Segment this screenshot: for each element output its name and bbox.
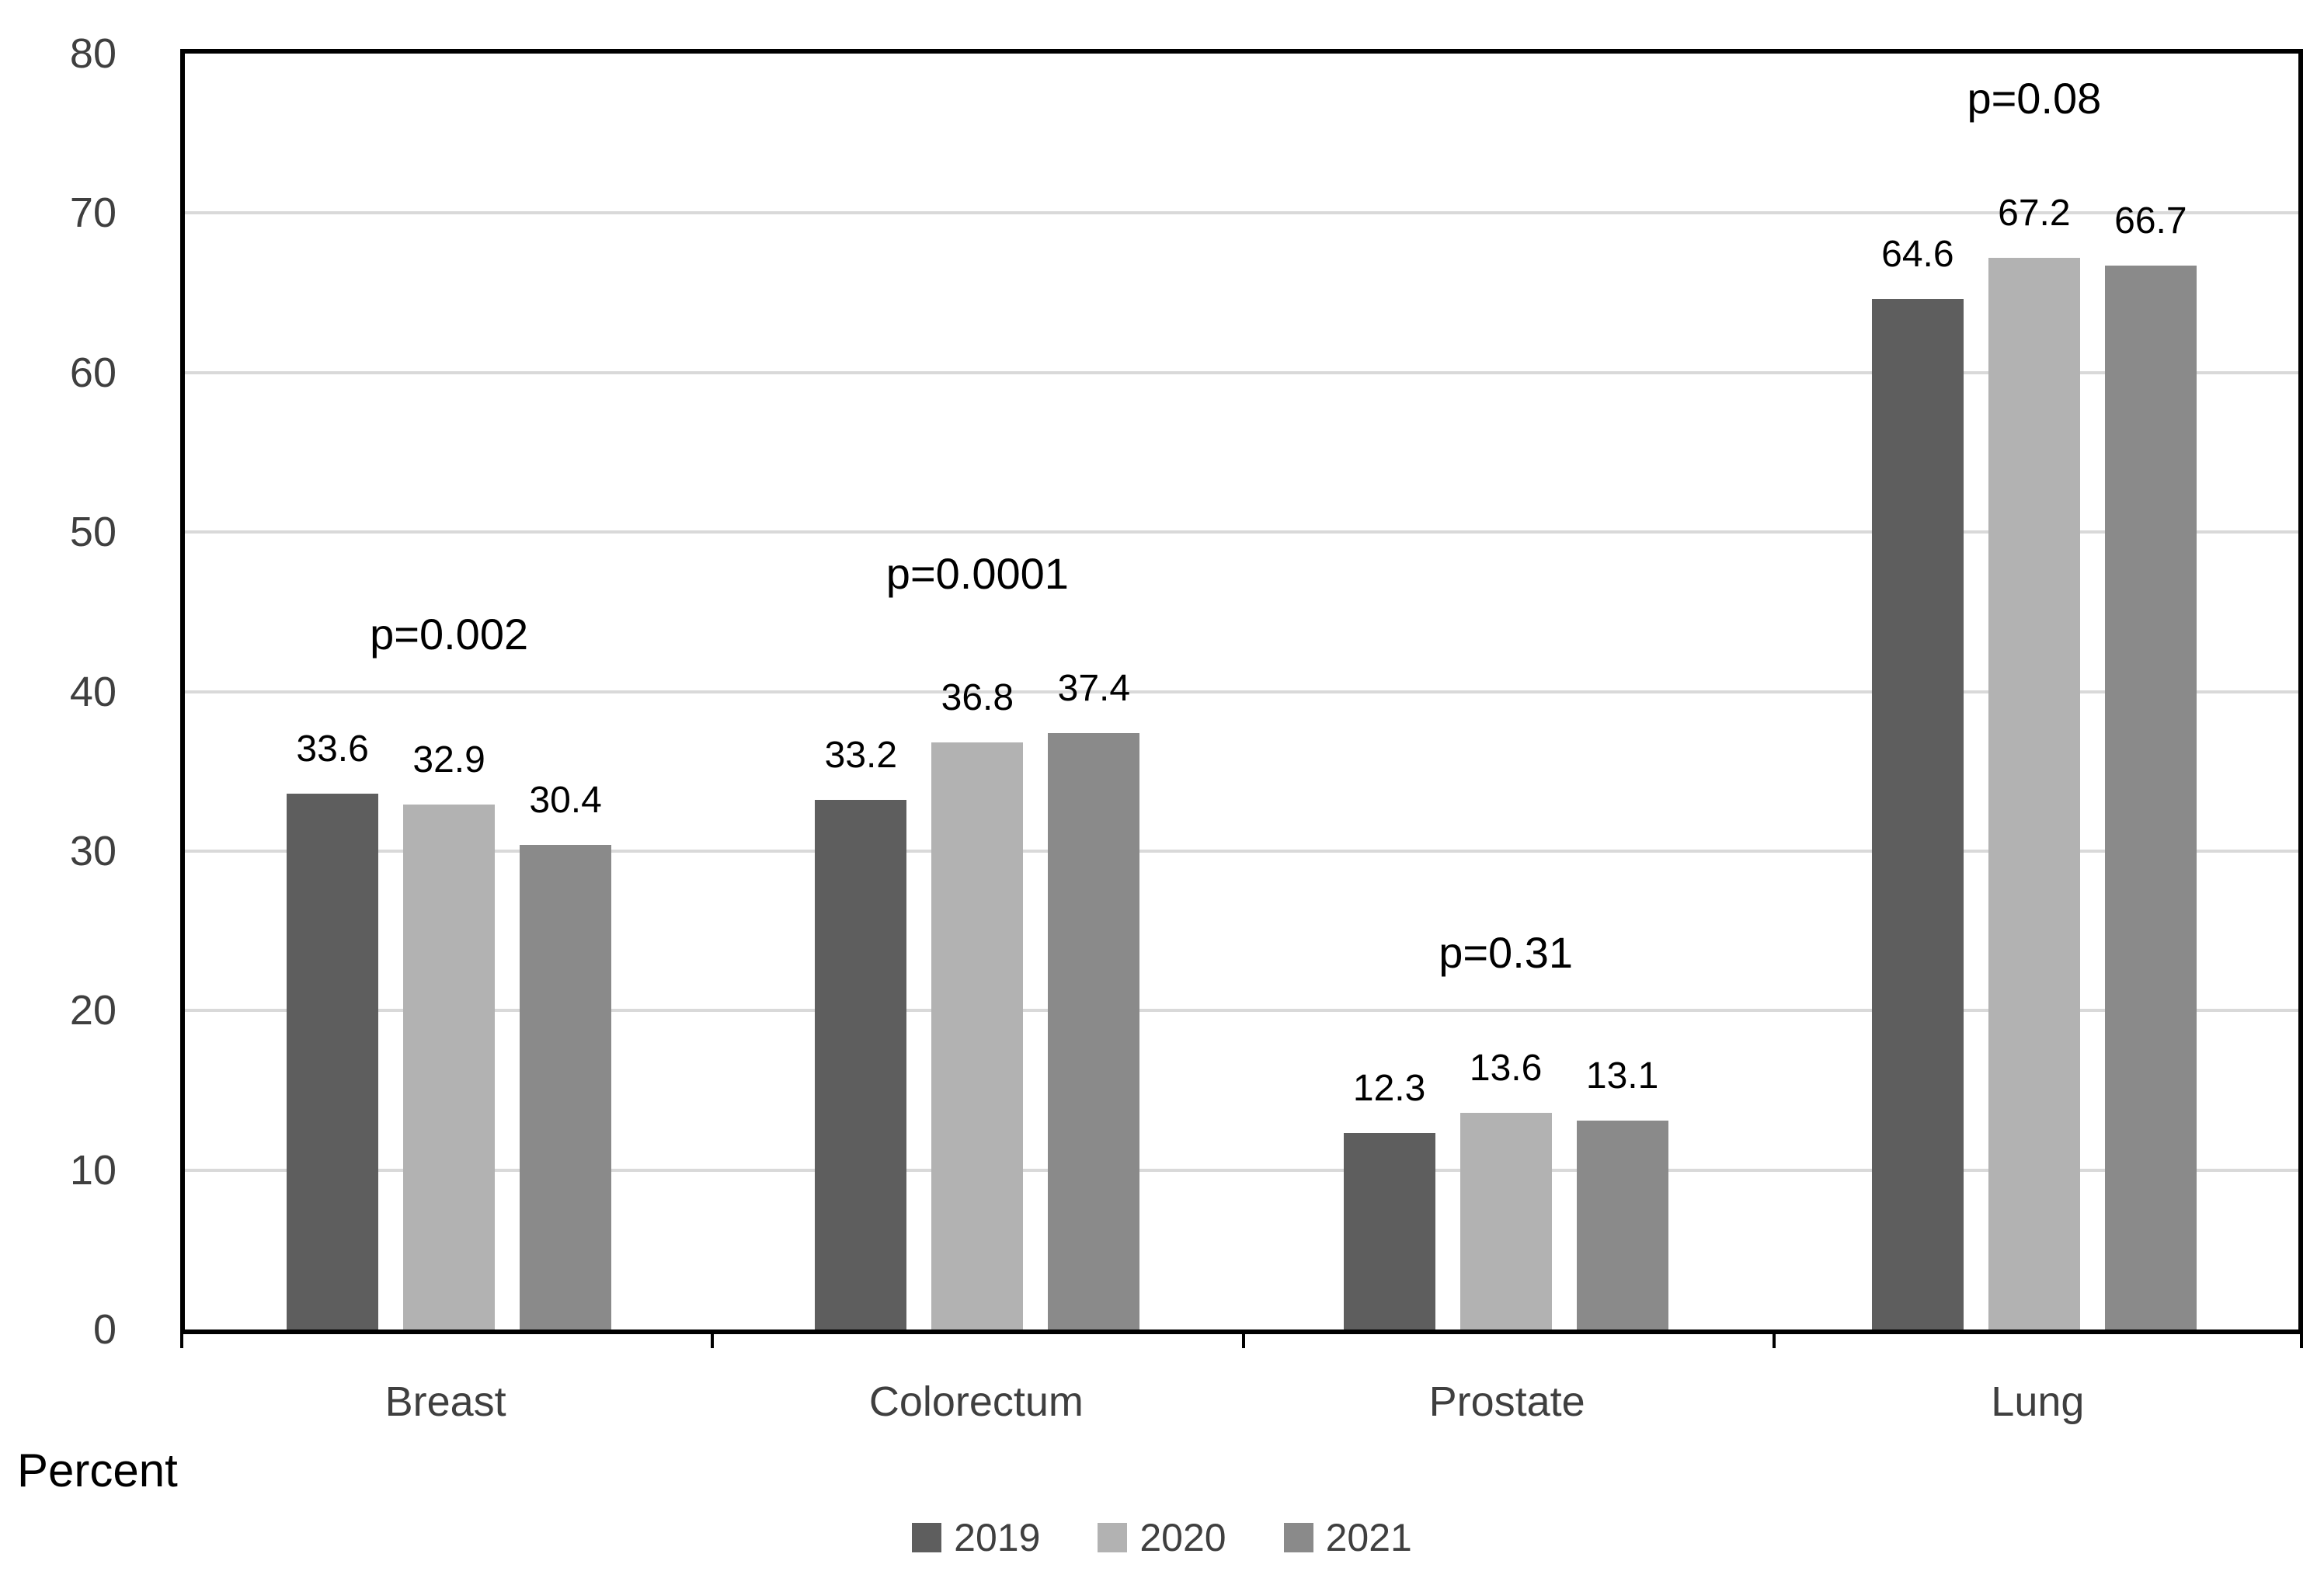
gridline [185,690,2298,693]
bar-value-label: 13.6 [1469,1047,1543,1089]
y-axis-tick-label: 40 [69,668,117,715]
bar-lung-2021 [2104,266,2197,1330]
p-value-label: p=0.002 [370,609,529,659]
legend-label: 2020 [1139,1516,1226,1559]
bar-breast-2020 [403,805,496,1330]
legend-label: 2019 [954,1516,1041,1559]
legend-item-2021: 2021 [1283,1516,1412,1559]
y-axis-tick-label: 70 [69,189,117,237]
y-axis-tick-label: 30 [69,827,117,874]
bar-value-label: 64.6 [1881,234,1954,276]
x-axis-tick [1772,1334,1776,1348]
x-axis-category-label: Lung [1991,1378,2085,1425]
bar-value-label: 67.2 [1998,192,2071,234]
x-axis-category-label: Breast [384,1378,506,1425]
bar-colorectum-2020 [931,742,1024,1330]
bar-value-label: 33.6 [296,728,369,770]
y-axis-tick-label: 50 [69,509,117,556]
y-axis-tick-label: 10 [69,1146,117,1194]
gridline [185,1168,2298,1172]
legend-swatch [912,1523,942,1552]
x-axis-tick [2300,1334,2303,1348]
bar-colorectum-2021 [1048,732,1140,1330]
plot-area: 33.6 32.9 30.4 33.2 36.8 37.4 12.3 13.6 13.1 64.6… [180,49,2303,1334]
bar-value-label: 66.7 [2114,200,2187,242]
x-axis-tick [1241,1334,1245,1348]
gridline [185,1009,2298,1013]
bar-lung-2019 [1871,299,1964,1330]
bar-breast-2019 [287,793,379,1330]
bar-prostate-2021 [1576,1120,1668,1330]
p-value-label: p=0.0001 [885,548,1069,598]
bar-value-label: 12.3 [1352,1068,1426,1110]
bar-colorectum-2019 [815,800,907,1330]
y-axis-tick-label: 0 [92,1306,117,1353]
legend-swatch [1098,1523,1128,1552]
y-axis-tick-label: 60 [69,349,117,396]
gridline [185,211,2298,215]
x-axis-tick [180,1334,183,1348]
bar-prostate-2019 [1343,1133,1435,1330]
y-axis-title: Percent [17,1444,178,1496]
x-axis-category-label: Prostate [1428,1378,1585,1425]
gridline [185,370,2298,374]
legend-label: 2021 [1325,1516,1412,1559]
p-value-label: p=0.08 [1967,73,2102,123]
gridline [185,849,2298,853]
p-value-label: p=0.31 [1439,928,1574,978]
bar-value-label: 32.9 [412,739,485,781]
y-axis-tick-label: 80 [69,30,117,77]
bar-value-label: 37.4 [1057,667,1131,709]
bar-value-label: 33.2 [824,735,898,777]
bar-value-label: 30.4 [529,779,602,821]
bar-value-label: 36.8 [941,677,1014,719]
bar-prostate-2020 [1459,1112,1552,1330]
gridline [185,530,2298,534]
legend-item-2020: 2020 [1098,1516,1226,1559]
legend-item-2019: 2019 [912,1516,1040,1559]
x-axis-category-label: Colorectum [868,1378,1084,1425]
bar-value-label: 13.1 [1585,1055,1659,1097]
bar-breast-2021 [520,844,612,1330]
y-axis-tick-label: 20 [69,987,117,1034]
x-axis-tick [711,1334,715,1348]
bar-lung-2020 [1988,257,2080,1330]
legend-swatch [1283,1523,1313,1552]
legend: 2019 2020 2021 [0,1516,2324,1559]
